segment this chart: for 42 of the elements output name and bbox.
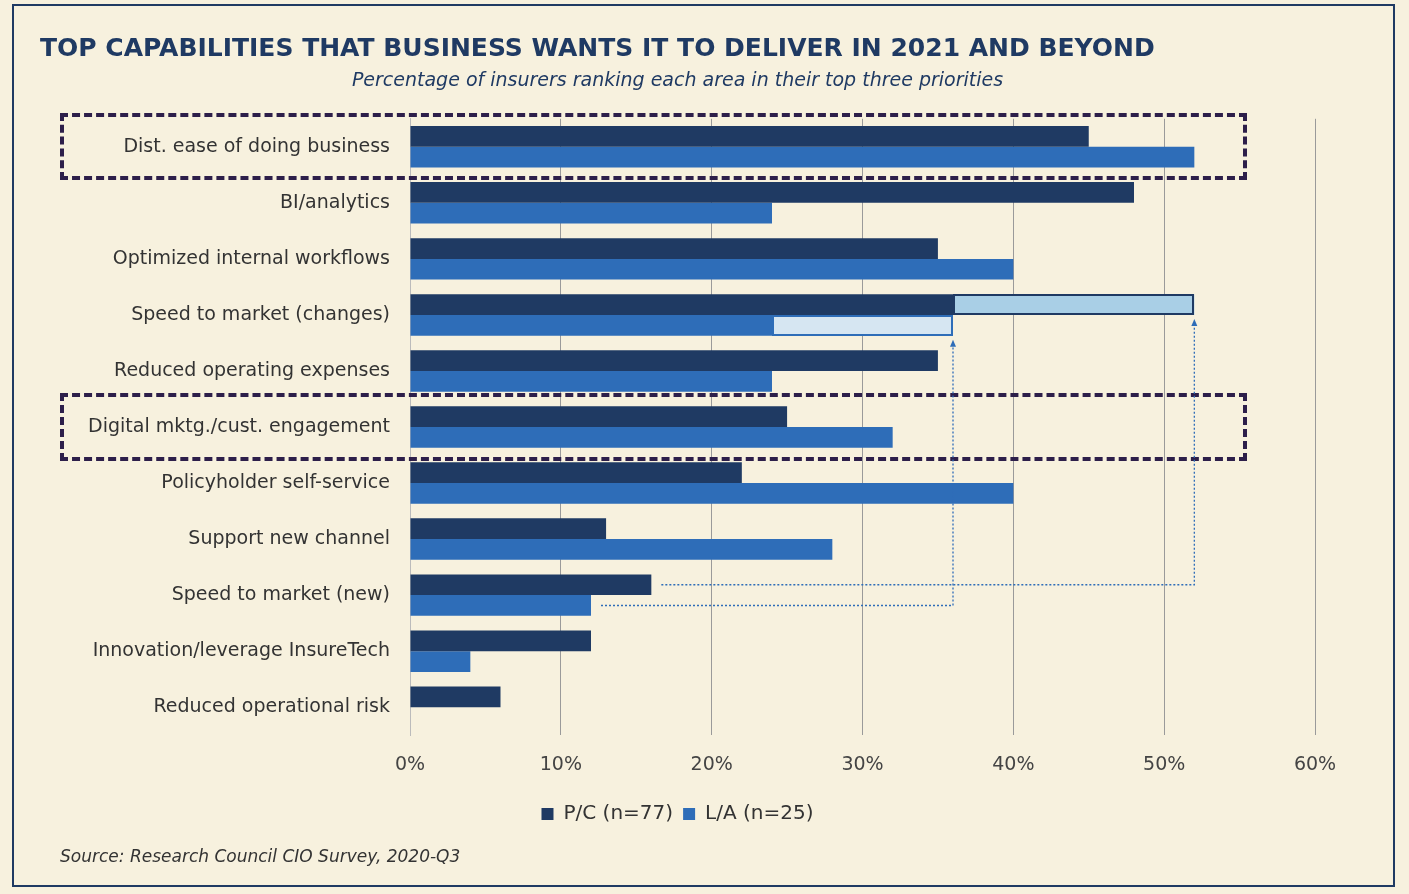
y-tick-label: Reduced operating expenses: [114, 357, 390, 380]
y-tick-label: Support new channel: [188, 526, 390, 549]
bar: [410, 370, 772, 392]
legend-label: P/C (n=77): [563, 800, 674, 825]
bar: [410, 462, 742, 484]
bar: [410, 238, 938, 259]
bar: [410, 146, 1195, 168]
bar: [410, 406, 788, 427]
bar: [410, 686, 501, 708]
bar: [410, 202, 772, 224]
bar: [410, 595, 591, 616]
y-tick-label: Innovation/leverage InsureTech: [92, 638, 390, 661]
y-tick-label: Dist. ease of doing business: [123, 133, 390, 156]
bar: [410, 574, 652, 596]
y-tick-label: Speed to market (changes): [131, 301, 390, 324]
x-tick-label: 60%: [1293, 751, 1337, 774]
bar: [410, 630, 591, 652]
y-tick-label: Speed to market (new): [171, 582, 390, 605]
x-tick-label: 50%: [1143, 751, 1186, 774]
chart-title: TOP CAPABILITIES THAT BUSINESS WANTS IT TO DELIVER IN 2021 AND BEYOND: [40, 32, 1155, 62]
y-tick-label: Digital mktg./cust. engagement: [88, 413, 390, 436]
x-tick-label: 20%: [690, 751, 733, 774]
y-tick-label: Reduced operational risk: [153, 694, 390, 717]
y-tick-label: BI/analytics: [280, 189, 390, 212]
bar: [410, 518, 607, 540]
bar: [410, 651, 471, 672]
chart-subtitle: Percentage of insurers ranking each area in their top three priorities: [351, 68, 1004, 91]
bar: [410, 539, 833, 560]
bar: [410, 182, 1134, 203]
x-tick-label: 30%: [841, 751, 884, 774]
source-note: Source: Research Council CIO Survey, 2020-Q3: [60, 846, 461, 866]
y-tick-label: Policyholder self-service: [161, 469, 390, 492]
bar: [410, 350, 938, 371]
x-tick-label: 0%: [394, 751, 426, 774]
legend-label: L/A (n=25): [705, 800, 814, 825]
y-tick-label: Optimized internal workflows: [112, 245, 390, 268]
x-tick-label: 40%: [992, 751, 1035, 774]
bar: [410, 483, 1014, 504]
bar: [410, 427, 893, 448]
x-tick-label: 10%: [539, 751, 582, 774]
bar: [410, 258, 1014, 280]
bar: [410, 126, 1089, 147]
